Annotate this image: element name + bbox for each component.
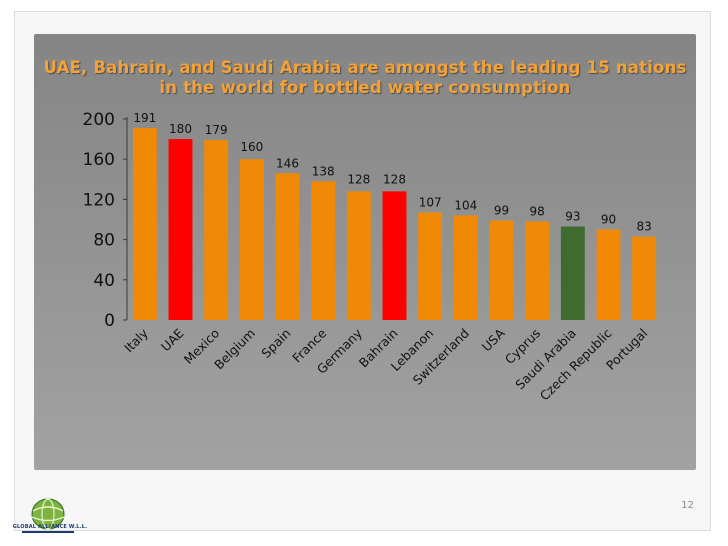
bar (382, 191, 407, 320)
data-label: 179 (205, 123, 228, 137)
bar (204, 140, 229, 320)
bar (489, 220, 514, 320)
data-label: 104 (454, 198, 477, 212)
bar (239, 159, 264, 320)
bar (275, 173, 300, 320)
category-label: UAE (158, 325, 187, 354)
bar (132, 128, 157, 320)
data-label: 191 (133, 111, 156, 125)
data-label: 160 (240, 140, 263, 154)
bar (418, 212, 443, 320)
page-number: 12 (681, 500, 694, 511)
globe-logo-icon (22, 498, 74, 533)
data-label: 128 (347, 172, 370, 186)
y-tick-label: 0 (104, 311, 115, 331)
slide-title: UAE, Bahrain, and Saudi Arabia are among… (43, 58, 687, 97)
category-label: USA (479, 325, 508, 354)
bar (453, 215, 478, 320)
bar (311, 181, 336, 320)
bar (596, 229, 621, 320)
bar (632, 236, 657, 320)
data-label: 93 (565, 210, 580, 224)
data-label: 146 (276, 156, 299, 170)
logo-text: GLOBAL ALLIANCE W.L.L. (12, 524, 88, 530)
data-label: 107 (419, 195, 442, 209)
category-label: Italy (121, 325, 151, 355)
bar (560, 226, 585, 320)
bar (346, 191, 371, 320)
data-label: 180 (169, 122, 192, 136)
data-label: 138 (312, 164, 335, 178)
data-label: 98 (530, 205, 545, 219)
y-tick-label: 200 (83, 110, 115, 130)
y-tick-label: 120 (83, 190, 115, 210)
bar (525, 221, 550, 320)
data-label: 99 (494, 204, 509, 218)
y-tick-label: 40 (93, 271, 115, 291)
data-label: 128 (383, 172, 406, 186)
category-label: Spain (258, 326, 293, 361)
y-tick-label: 80 (93, 231, 115, 251)
y-tick-label: 160 (83, 150, 115, 170)
bar (168, 139, 193, 320)
data-label: 90 (601, 213, 616, 227)
data-label: 83 (637, 220, 652, 234)
